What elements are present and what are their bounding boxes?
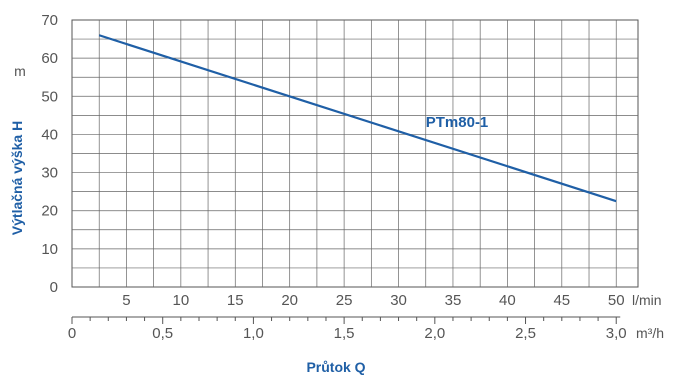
y-tick-label: 70 [41,12,58,29]
y-tick-label: 40 [41,126,58,143]
x-tick-label: 10 [173,292,190,309]
x2-tick-label: 0,5 [152,325,173,342]
y-unit-label: m [14,63,26,79]
x-tick-label: 20 [281,292,298,309]
x-tick-label: 15 [227,292,244,309]
x2-tick-label: 1,5 [334,325,355,342]
x2-tick-label: 2,0 [424,325,445,342]
y-tick-labels: 0 10 20 30 40 50 60 70 [41,12,58,296]
x-tick-labels: 5 10 15 20 25 30 35 40 45 50 [122,292,624,309]
x2-unit-label: m³/h [636,325,664,341]
x2-tick-label: 0 [68,325,76,342]
x-tick-label: 25 [336,292,353,309]
x2-tick-label: 3,0 [606,325,627,342]
y-tick-label: 10 [41,241,58,258]
secondary-x-axis: 0 0,5 1,0 1,5 2,0 2,5 3,0 [68,316,627,342]
y-tick-label: 50 [41,88,58,105]
series-line [98,34,617,203]
series-group: PTm80-1 [98,34,617,203]
x2-tick-label: 1,0 [243,325,264,342]
y-tick-label: 0 [50,279,58,296]
x-axis-title: Průtok Q [306,359,365,375]
y-tick-label: 30 [41,165,58,182]
y-axis-title: Výtlačná výška H [9,121,25,235]
x-tick-label: 35 [445,292,462,309]
x-tick-label: 30 [390,292,407,309]
y-tick-label: 20 [41,203,58,220]
x-tick-label: 40 [499,292,516,309]
x-unit-label: l/min [632,292,662,308]
x-tick-label: 5 [122,292,130,309]
series-label: PTm80-1 [426,114,489,131]
x-tick-label: 45 [553,292,570,309]
x-tick-label: 50 [608,292,625,309]
x2-tick-label: 2,5 [515,325,536,342]
grid [71,19,639,288]
y-tick-label: 60 [41,50,58,67]
